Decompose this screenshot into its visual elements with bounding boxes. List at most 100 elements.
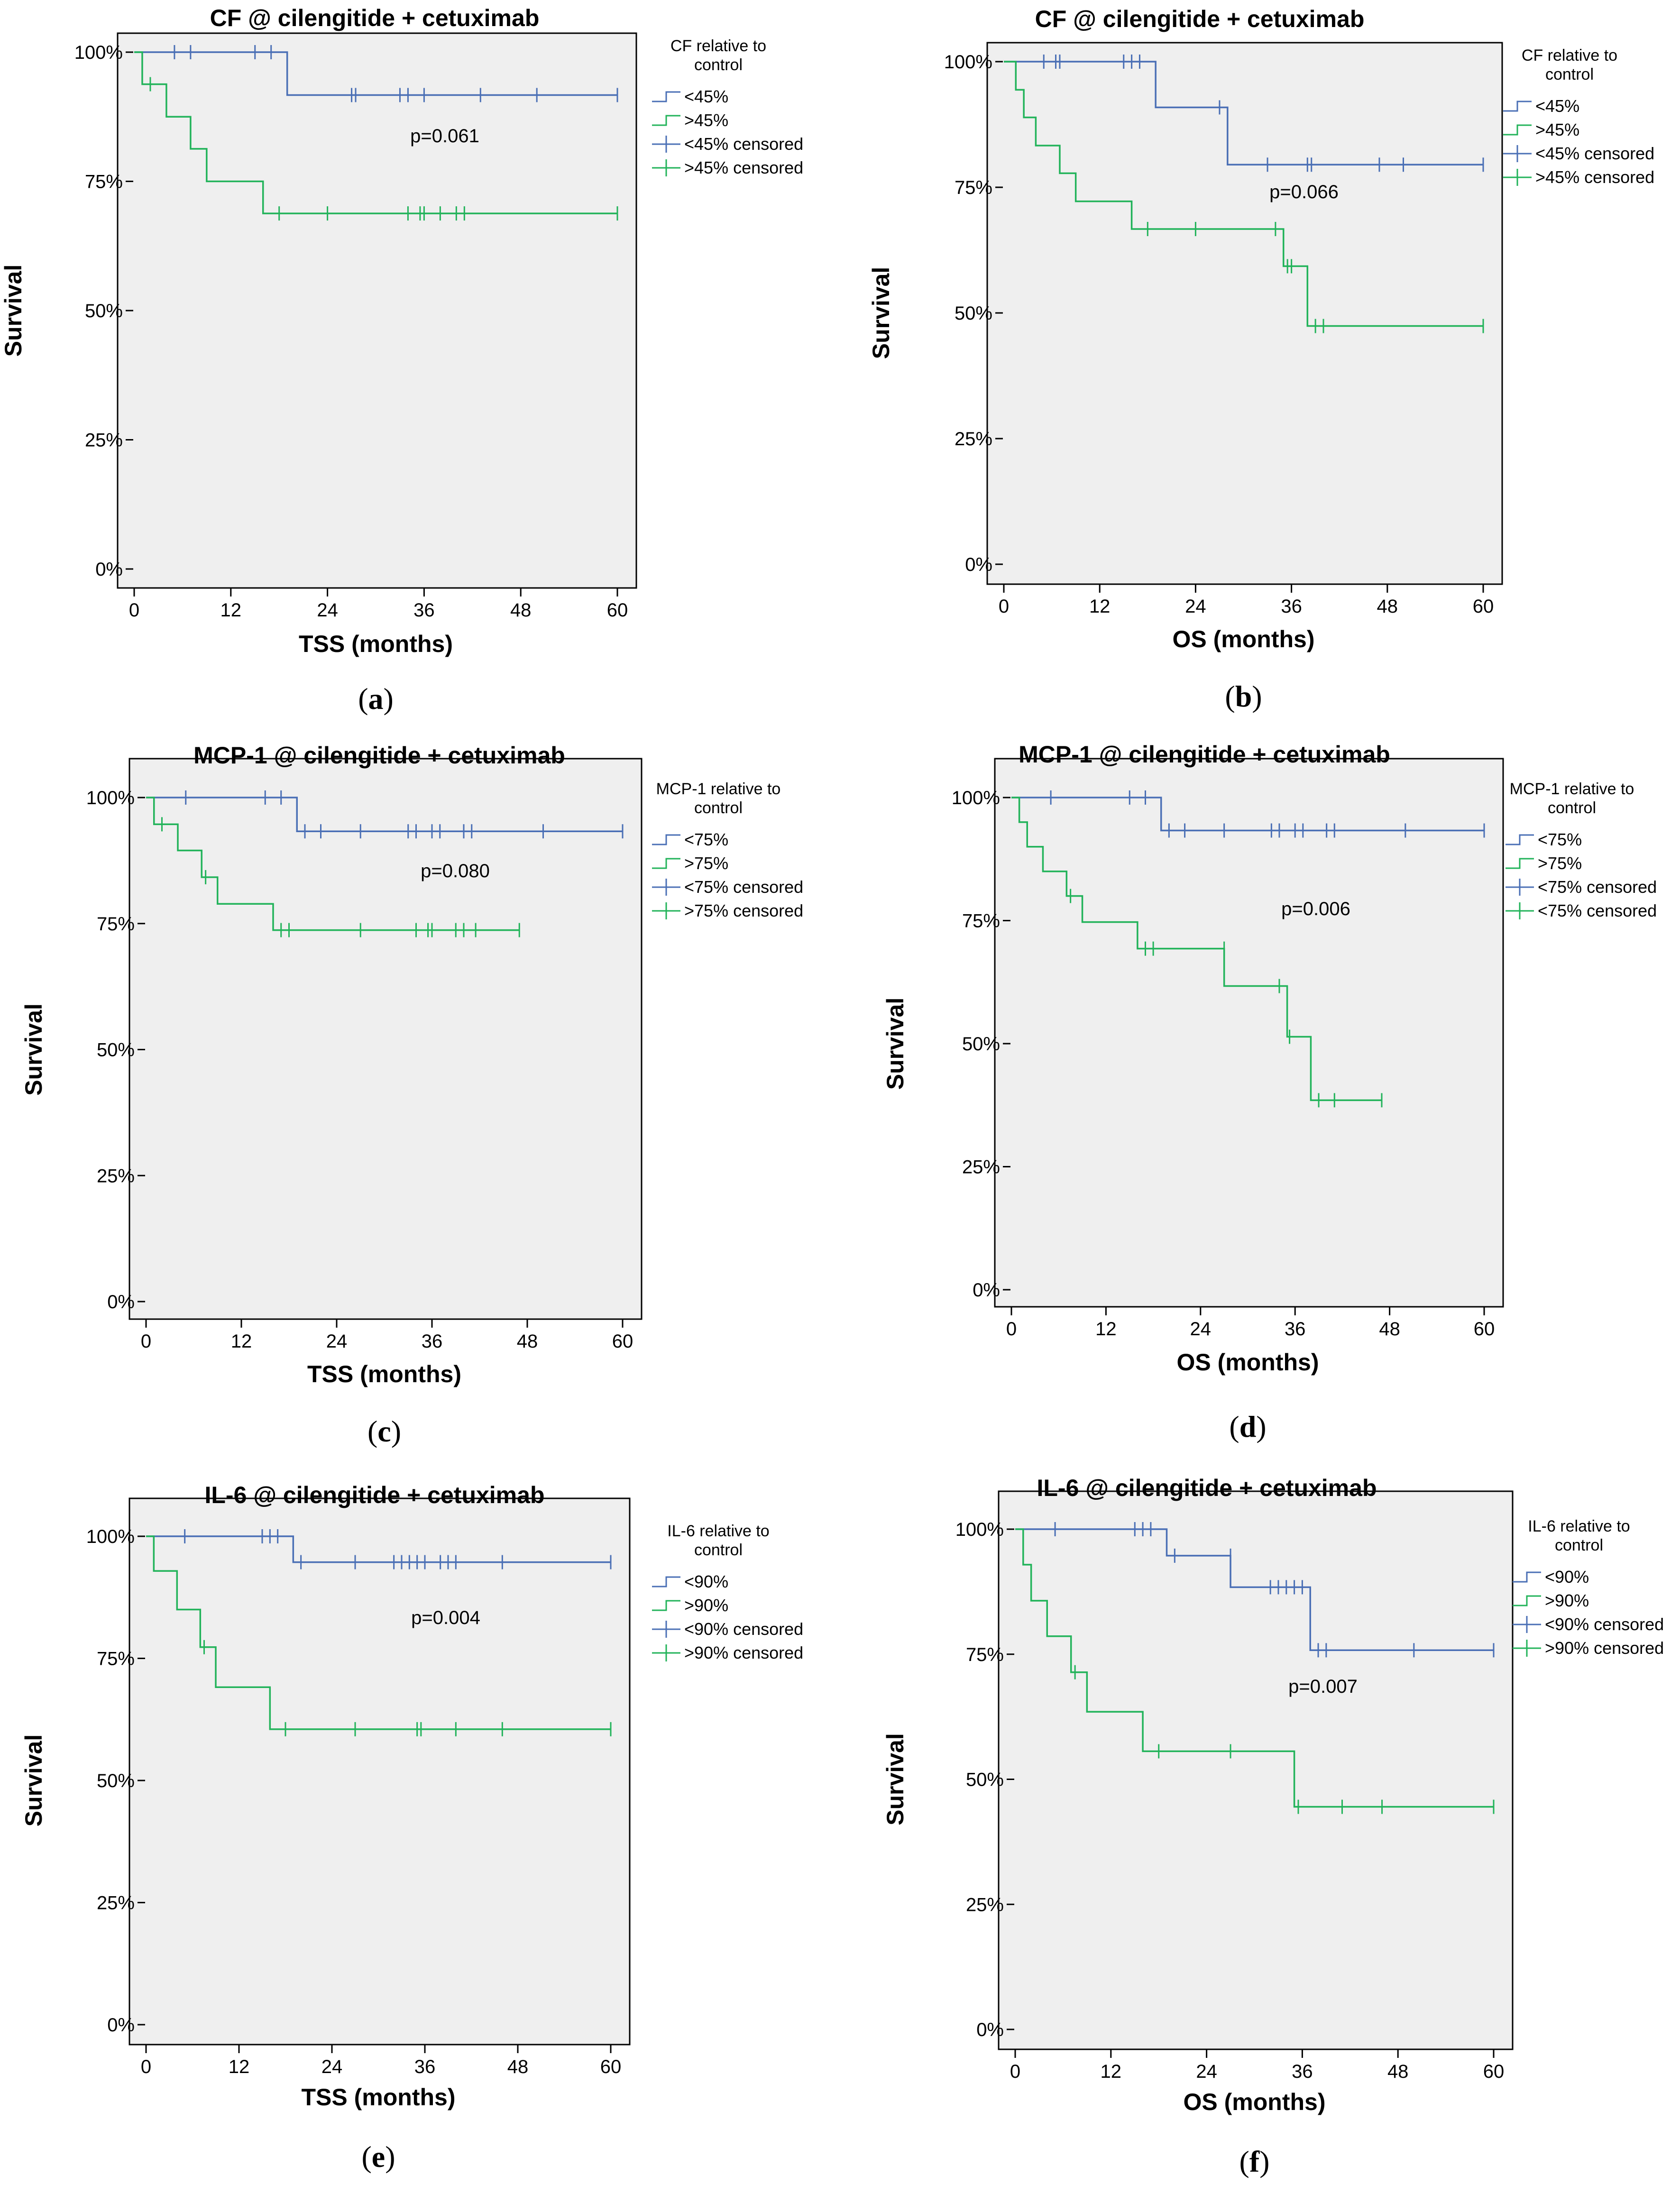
p-value: p=0.061 xyxy=(410,126,479,147)
y-tick-label: 100% xyxy=(86,788,135,808)
legend-label: >90% censored xyxy=(684,1643,803,1662)
y-tick-label: 100% xyxy=(86,1526,135,1547)
x-tick-label: 60 xyxy=(607,600,628,621)
y-tick-label: 75% xyxy=(962,911,1000,932)
y-tick-label: 100% xyxy=(944,52,992,73)
x-tick-label: 24 xyxy=(321,2056,343,2077)
legend-swatch-line xyxy=(652,1576,680,1587)
y-tick-label: 0% xyxy=(976,2019,1004,2040)
x-tick-label: 60 xyxy=(1474,1319,1495,1340)
y-tick-label: 25% xyxy=(955,429,992,450)
x-tick-label: 24 xyxy=(1185,596,1206,617)
legend-label: >90% censored xyxy=(1545,1638,1664,1658)
panel-caption: (d) xyxy=(1229,1410,1266,1443)
x-tick-label: 36 xyxy=(1292,2061,1313,2082)
legend-swatch-line xyxy=(1506,858,1534,869)
legend-label: <75% censored xyxy=(1538,901,1657,920)
y-tick-label: 75% xyxy=(85,172,123,193)
y-tick-label: 0% xyxy=(965,554,992,575)
legend-swatch-line xyxy=(1503,101,1532,112)
x-tick-label: 12 xyxy=(220,600,242,621)
plot-area xyxy=(994,758,1504,1308)
y-tick-label: 0% xyxy=(107,2015,135,2036)
x-axis-label: OS (months) xyxy=(1184,2089,1326,2115)
x-tick-label: 60 xyxy=(1473,596,1494,617)
x-tick-label: 12 xyxy=(229,2056,250,2077)
x-tick-label: 0 xyxy=(999,596,1009,617)
y-axis-label: Survival xyxy=(20,1003,47,1096)
legend-title: IL-6 relative to xyxy=(1528,1517,1630,1535)
km-line-low xyxy=(134,51,617,96)
legend-label: <90% xyxy=(1545,1567,1589,1587)
y-tick-label: 25% xyxy=(962,1157,1000,1178)
km-line-high xyxy=(146,797,520,931)
chart-title: CF @ cilengitide + cetuximab xyxy=(1035,6,1365,32)
x-tick-label: 48 xyxy=(507,2056,529,2077)
legend-swatch-line xyxy=(652,1600,680,1611)
y-tick-label: 50% xyxy=(97,1771,135,1791)
x-tick-label: 36 xyxy=(1281,596,1302,617)
km-line-low xyxy=(1004,61,1483,166)
panel-caption: (c) xyxy=(367,1414,401,1448)
legend-title: control xyxy=(1545,65,1594,83)
chart-title: MCP-1 @ cilengitide + cetuximab xyxy=(1019,741,1390,768)
y-tick-label: 25% xyxy=(85,430,123,451)
legend-swatch-line xyxy=(1506,834,1534,845)
legend-label: <75% xyxy=(1538,830,1582,849)
legend-label: >45% censored xyxy=(684,158,803,177)
y-tick-label: 50% xyxy=(955,303,992,324)
km-line-high xyxy=(146,1535,611,1730)
x-tick-label: 0 xyxy=(141,2056,151,2077)
plot-area xyxy=(117,32,637,589)
legend-label: >75% xyxy=(684,853,728,873)
x-tick-label: 12 xyxy=(1095,1319,1117,1340)
chart-title: CF @ cilengitide + cetuximab xyxy=(210,5,540,31)
x-axis-label: OS (months) xyxy=(1177,1349,1319,1376)
x-tick-label: 24 xyxy=(1196,2061,1217,2082)
panel-e: IL-6 @ cilengitide + cetuximab 0% 25% 50% 75… xyxy=(20,1482,803,2174)
plot-area xyxy=(986,42,1503,585)
legend-label: <75% xyxy=(684,830,728,849)
legend-label: >45% xyxy=(684,110,728,130)
chart-title: IL-6 @ cilengitide + cetuximab xyxy=(1037,1475,1377,1501)
panel-c: MCP-1 @ cilengitide + cetuximab 0% 25% 50% 7… xyxy=(20,742,803,1448)
x-tick-label: 0 xyxy=(129,600,139,621)
y-tick-label: 50% xyxy=(966,1770,1004,1790)
legend-title: IL-6 relative to xyxy=(667,1522,769,1540)
y-tick-label: 25% xyxy=(966,1894,1004,1915)
legend-title: MCP-1 relative to xyxy=(1510,780,1634,798)
y-axis-label: Survival xyxy=(20,1734,47,1827)
km-line-low xyxy=(1015,1528,1494,1652)
x-tick-label: 48 xyxy=(1379,1319,1400,1340)
p-value: p=0.007 xyxy=(1288,1676,1358,1697)
legend-label: >45% censored xyxy=(1535,167,1654,187)
p-value: p=0.080 xyxy=(421,861,490,881)
y-tick-label: 25% xyxy=(97,1893,135,1914)
legend-swatch-line xyxy=(1513,1571,1541,1583)
legend-swatch-line xyxy=(652,91,680,102)
km-line-high xyxy=(1011,797,1382,1101)
chart-title: MCP-1 @ cilengitide + cetuximab xyxy=(193,742,565,769)
legend-label: <90% censored xyxy=(684,1619,803,1639)
x-tick-label: 60 xyxy=(1483,2061,1505,2082)
y-tick-label: 75% xyxy=(955,177,992,198)
legend-swatch-line xyxy=(652,834,680,845)
legend-label: <90% censored xyxy=(1545,1615,1664,1634)
legend-label: <45% censored xyxy=(1535,144,1654,163)
x-tick-label: 48 xyxy=(510,600,532,621)
panel-caption: (b) xyxy=(1225,679,1262,713)
panel-b: CF @ cilengitide + cetuximab 0% 25% 50% 75% 1… xyxy=(868,6,1654,713)
legend-swatch-line xyxy=(1503,124,1532,136)
x-tick-label: 36 xyxy=(413,600,435,621)
km-line-low xyxy=(1011,797,1484,832)
legend-title: control xyxy=(694,56,743,74)
x-tick-label: 0 xyxy=(141,1331,151,1352)
x-tick-label: 48 xyxy=(1377,596,1398,617)
panel-caption: (a) xyxy=(358,682,394,716)
y-tick-label: 25% xyxy=(97,1165,135,1186)
